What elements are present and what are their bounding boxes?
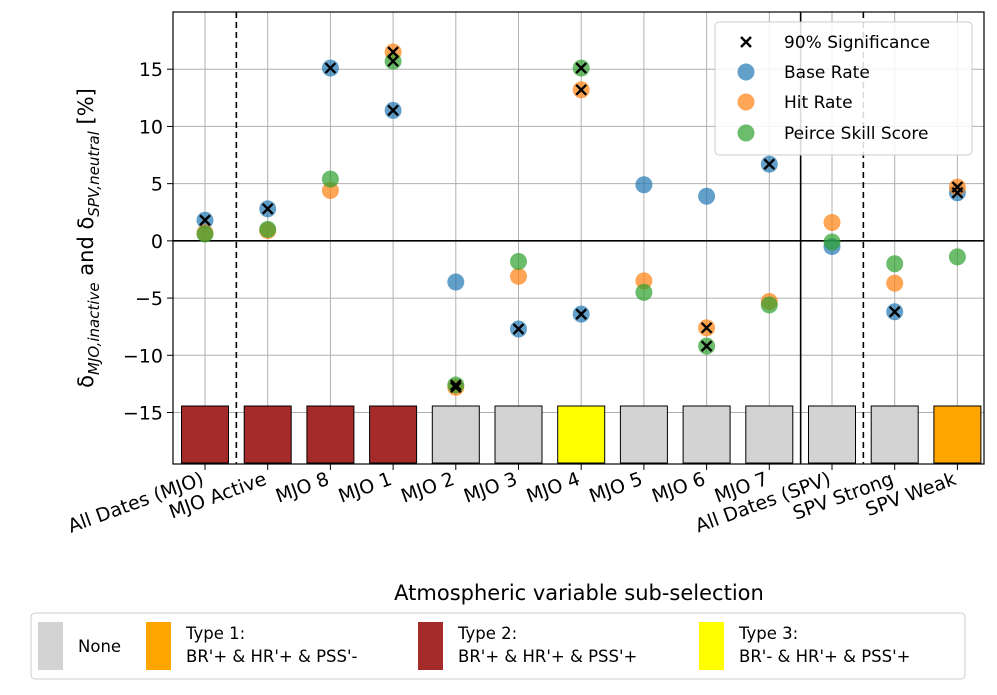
significance-marker [951, 181, 964, 193]
point-peirce-skill-score [510, 252, 527, 270]
significance-marker [763, 158, 776, 171]
significance-marker [387, 55, 399, 68]
y-tick-label: 15 [139, 59, 163, 81]
type-legend-description: BR'+ & HR'+ & PSS'- [186, 647, 358, 666]
type-bar [808, 405, 856, 464]
type-bar [619, 405, 668, 464]
legend-label: Base Rate [784, 63, 870, 83]
x-axis-ticks: All Dates (MJO)MJO Active MJO 8 MJO 1 MJO 2… [65, 464, 959, 538]
significance-marker [199, 214, 211, 227]
y-tick-label: −10 [123, 345, 163, 367]
type-bar [431, 405, 480, 464]
legend-label: 90% Significance [784, 33, 930, 53]
point-base-rate [698, 187, 716, 205]
type-bar [306, 405, 355, 464]
point-hit-rate [886, 274, 904, 292]
type-legend-label: Type 1: [185, 624, 245, 643]
point-peirce-skill-score [760, 296, 778, 314]
type-bar [243, 405, 292, 464]
point-hit-rate [823, 214, 841, 232]
significance-marker [512, 323, 525, 335]
type-bar [181, 405, 229, 464]
type-bar [870, 405, 919, 464]
y-axis-ticks: 15 10 5 0 −5 −10 −15 [123, 59, 173, 425]
point-base-rate [447, 273, 465, 291]
point-peirce-skill-score [259, 220, 277, 238]
legend-box [714, 21, 973, 156]
type-legend-label: Type 3: [738, 624, 798, 643]
legend: 90% Significance Base Rate Hit Rate Peirce … [714, 21, 973, 156]
x-tick-label: MJO 1 [336, 468, 395, 508]
data-points [196, 43, 966, 396]
type-bars [181, 405, 982, 464]
y-tick-label: −15 [123, 403, 163, 425]
type-legend-description: BR'- & HR'+ & PSS'+ [739, 647, 910, 666]
y-tick-label: 5 [151, 174, 163, 196]
x-tick-label: MJO 6 [649, 468, 708, 508]
type-legend-label: None [78, 637, 121, 656]
type-legend-box [30, 612, 966, 680]
point-peirce-skill-score [321, 170, 339, 188]
y-tick-label: −5 [135, 288, 163, 310]
x-tick-label: MJO 8 [273, 468, 332, 508]
type-bar [682, 405, 731, 464]
legend-marker [737, 124, 755, 142]
x-tick-label: MJO 3 [461, 468, 520, 508]
significance-marker [387, 46, 399, 58]
point-peirce-skill-score [635, 283, 653, 301]
legend-significance-marker [740, 36, 752, 48]
type-legend: None Type 1: BR'+ & HR'+ & PSS'- Type 2: BR'… [30, 612, 966, 680]
significance-marker [261, 202, 274, 215]
legend-label: Peirce Skill Score [784, 124, 928, 144]
x-tick-label: MJO 2 [398, 468, 457, 508]
type-bar [369, 405, 418, 464]
y-axis-title: δMJO,inactive and δSPV,neutral [%] [74, 88, 103, 388]
point-peirce-skill-score [196, 225, 214, 243]
type-legend-label: Type 2: [457, 624, 517, 643]
legend-label: Hit Rate [784, 93, 853, 113]
point-peirce-skill-score [823, 233, 841, 251]
type-bar [745, 405, 794, 464]
x-tick-label: MJO 4 [524, 468, 583, 508]
significance-marker [449, 381, 462, 394]
significance-marker [449, 379, 462, 391]
significance-marker [575, 308, 588, 320]
x-axis-title: Atmospheric variable sub-selection [394, 581, 764, 605]
legend-marker [737, 63, 755, 81]
significance-marker [888, 305, 901, 318]
significance-marker [324, 62, 337, 74]
point-peirce-skill-score [948, 248, 966, 266]
type-bar [557, 405, 606, 464]
plot-frame [172, 11, 985, 465]
x-tick-label: MJO 5 [586, 468, 645, 508]
point-base-rate [635, 176, 653, 194]
type-legend-description: BR'+ & HR'+ & PSS'+ [458, 647, 637, 666]
y-tick-label: 10 [139, 116, 163, 138]
type-swatch [699, 622, 724, 670]
type-swatch [38, 622, 63, 670]
point-hit-rate [510, 267, 527, 285]
significance-marker [575, 62, 588, 74]
significance-marker [387, 104, 399, 117]
type-bar [494, 405, 543, 464]
significance-marker [575, 83, 588, 96]
significance-marker [700, 340, 713, 352]
significance-marker [700, 321, 713, 334]
type-bar [933, 405, 982, 464]
point-peirce-skill-score [886, 255, 904, 273]
y-tick-label: 0 [151, 231, 163, 253]
legend-marker [737, 93, 755, 111]
type-swatch [146, 622, 171, 670]
type-swatch [418, 622, 443, 670]
